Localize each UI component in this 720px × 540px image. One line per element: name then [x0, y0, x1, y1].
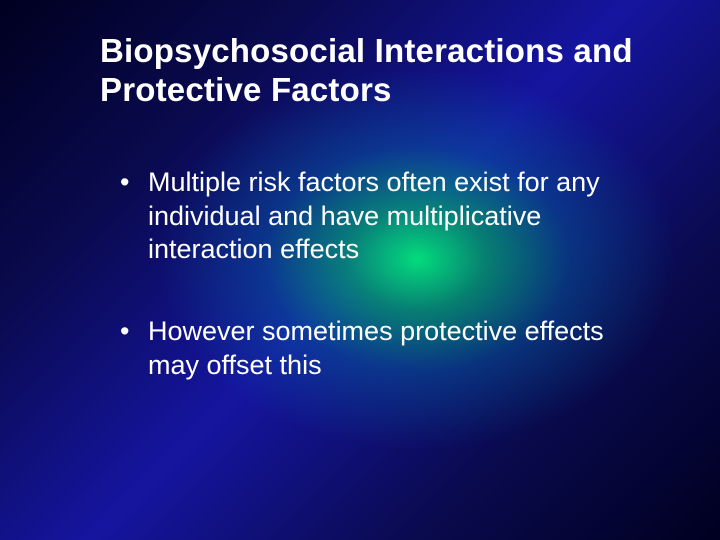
- bullet-item: Multiple risk factors often exist for an…: [120, 166, 660, 267]
- slide-title: Biopsychosocial Interactions and Protect…: [100, 32, 660, 110]
- bullet-list: Multiple risk factors often exist for an…: [100, 166, 660, 383]
- bullet-item: However sometimes protective effects may…: [120, 315, 660, 383]
- slide: Biopsychosocial Interactions and Protect…: [0, 0, 720, 540]
